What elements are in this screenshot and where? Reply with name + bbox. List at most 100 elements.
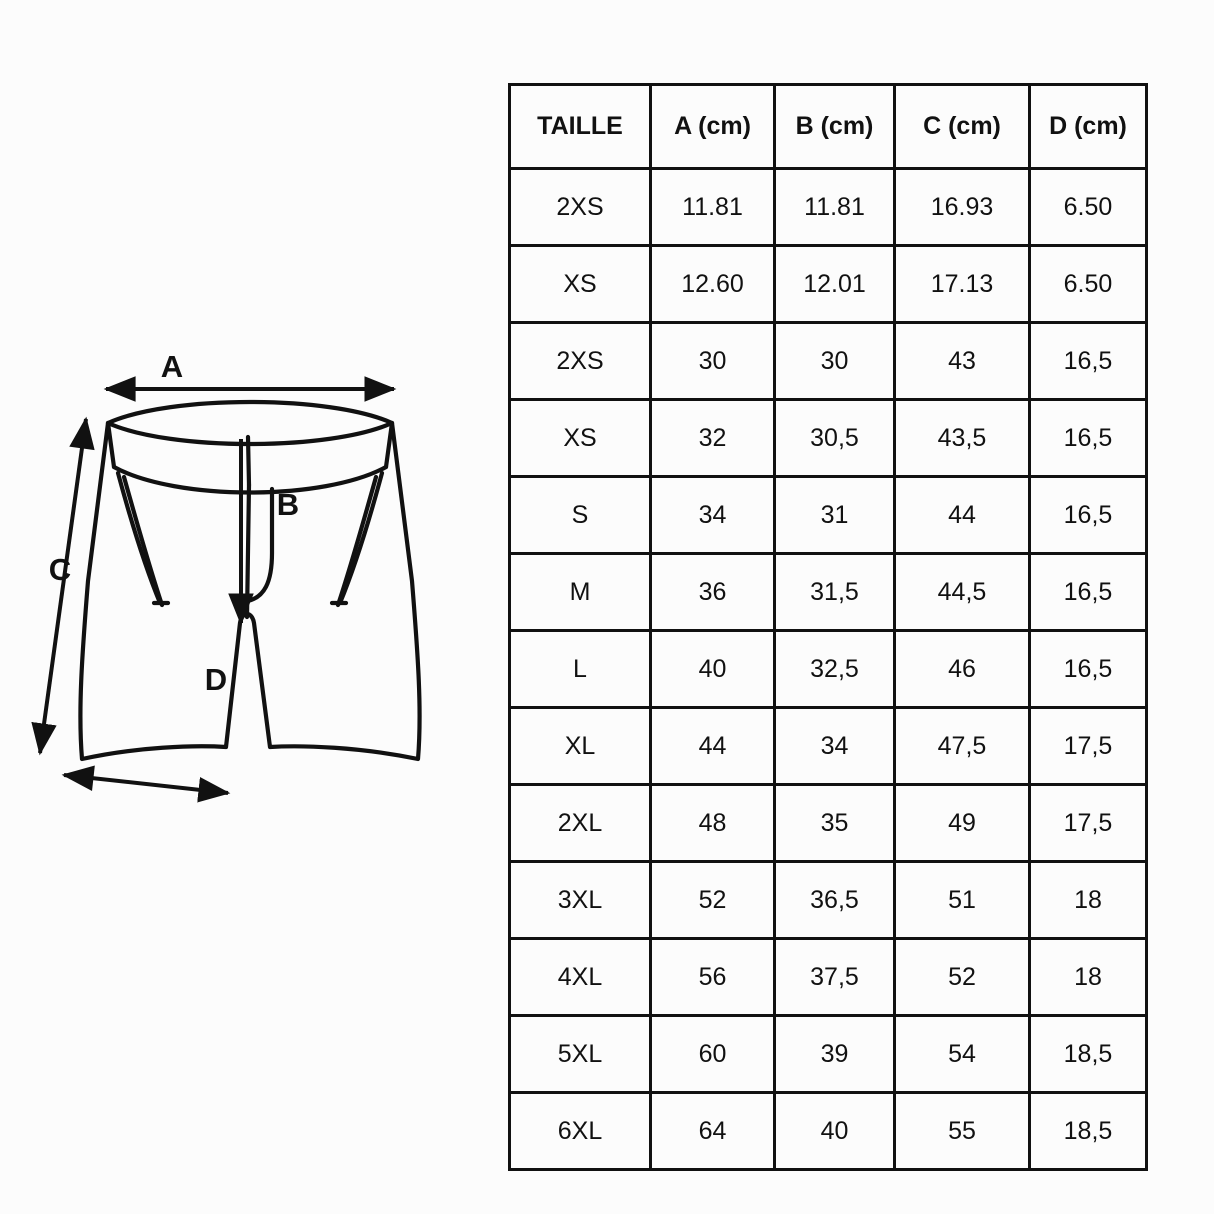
cell-size: M <box>508 552 652 632</box>
cell-size: 4XL <box>508 937 652 1017</box>
cell-d: 18 <box>1028 937 1148 1017</box>
cell-a: 12.60 <box>649 244 776 324</box>
fly-stitch-curve <box>245 486 275 604</box>
cell-d: 18,5 <box>1028 1014 1148 1094</box>
size-table-body: 2XS 11.81 11.81 16.93 6.50 XS 12.60 12.01 17.13 6… <box>508 167 1148 1171</box>
cell-size: S <box>508 475 652 555</box>
cell-d: 16,5 <box>1028 475 1148 555</box>
cell-c: 55 <box>893 1091 1031 1171</box>
size-table: TAILLE A (cm) B (cm) C (cm) D (cm) 2XS 11… <box>508 83 1148 1171</box>
table-row: XS 12.60 12.01 17.13 6.50 <box>508 244 1148 324</box>
cell-a: 40 <box>649 629 776 709</box>
cell-size: XS <box>508 398 652 478</box>
cell-size: XL <box>508 706 652 786</box>
garment-diagram: A B C D <box>20 355 480 815</box>
table-row: M 36 31,5 44,5 16,5 <box>508 552 1148 632</box>
cell-d: 18 <box>1028 860 1148 940</box>
shorts-technical-drawing: A B C D <box>31 355 422 803</box>
shorts-outline <box>78 399 422 762</box>
leg-opening-arrow <box>61 765 231 803</box>
table-header-row: TAILLE A (cm) B (cm) C (cm) D (cm) <box>508 83 1148 170</box>
cell-size: 5XL <box>508 1014 652 1094</box>
pocket-seam-left-inner <box>121 474 165 608</box>
cell-c: 44,5 <box>893 552 1031 632</box>
cell-d: 18,5 <box>1028 1091 1148 1171</box>
cell-c: 43,5 <box>893 398 1031 478</box>
table-row: XL 44 34 47,5 17,5 <box>508 706 1148 786</box>
table-row: 6XL 64 40 55 18,5 <box>508 1091 1148 1171</box>
cell-c: 17.13 <box>893 244 1031 324</box>
measure-label-b: B <box>277 487 299 522</box>
cell-b: 36,5 <box>773 860 896 940</box>
table-row: 2XS 11.81 11.81 16.93 6.50 <box>508 167 1148 247</box>
cell-c: 43 <box>893 321 1031 401</box>
cell-a: 32 <box>649 398 776 478</box>
waistband-left-edge <box>105 420 117 470</box>
column-header-b: B (cm) <box>773 83 896 170</box>
cell-b: 11.81 <box>773 167 896 247</box>
cell-a: 30 <box>649 321 776 401</box>
center-front-seam-waistband <box>245 434 252 488</box>
cell-a: 44 <box>649 706 776 786</box>
cell-b: 39 <box>773 1014 896 1094</box>
cell-d: 17,5 <box>1028 783 1148 863</box>
cell-a: 60 <box>649 1014 776 1094</box>
size-table-head: TAILLE A (cm) B (cm) C (cm) D (cm) <box>508 83 1148 170</box>
cell-a: 64 <box>649 1091 776 1171</box>
cell-d: 16,5 <box>1028 321 1148 401</box>
cell-c: 16.93 <box>893 167 1031 247</box>
cell-size: 3XL <box>508 860 652 940</box>
cell-b: 30 <box>773 321 896 401</box>
cell-size: 2XL <box>508 783 652 863</box>
table-row: S 34 31 44 16,5 <box>508 475 1148 555</box>
cell-c: 46 <box>893 629 1031 709</box>
column-header-a: A (cm) <box>649 83 776 170</box>
table-row: 4XL 56 37,5 52 18 <box>508 937 1148 1017</box>
table-row: 3XL 52 36,5 51 18 <box>508 860 1148 940</box>
cell-a: 52 <box>649 860 776 940</box>
cell-size: 2XS <box>508 167 652 247</box>
center-front-seam <box>244 482 252 620</box>
cell-a: 56 <box>649 937 776 1017</box>
side-length-arrow <box>31 416 95 756</box>
cell-b: 40 <box>773 1091 896 1171</box>
cell-c: 51 <box>893 860 1031 940</box>
cell-c: 49 <box>893 783 1031 863</box>
measure-label-a: A <box>161 355 183 384</box>
cell-a: 11.81 <box>649 167 776 247</box>
cell-d: 16,5 <box>1028 398 1148 478</box>
cell-c: 44 <box>893 475 1031 555</box>
cell-a: 48 <box>649 783 776 863</box>
cell-a: 36 <box>649 552 776 632</box>
cell-b: 30,5 <box>773 398 896 478</box>
cell-size: L <box>508 629 652 709</box>
pocket-seam-right-inner <box>335 474 379 608</box>
cell-b: 31 <box>773 475 896 555</box>
cell-b: 34 <box>773 706 896 786</box>
column-header-taille: TAILLE <box>508 83 652 170</box>
cell-d: 16,5 <box>1028 552 1148 632</box>
cell-size: 6XL <box>508 1091 652 1171</box>
table-row: XS 32 30,5 43,5 16,5 <box>508 398 1148 478</box>
table-row: 2XL 48 35 49 17,5 <box>508 783 1148 863</box>
cell-c: 54 <box>893 1014 1031 1094</box>
cell-b: 31,5 <box>773 552 896 632</box>
column-header-d: D (cm) <box>1028 83 1148 170</box>
cell-d: 17,5 <box>1028 706 1148 786</box>
cell-size: 2XS <box>508 321 652 401</box>
measure-label-d: D <box>205 662 227 697</box>
cell-a: 34 <box>649 475 776 555</box>
column-header-c: C (cm) <box>893 83 1031 170</box>
cell-c: 47,5 <box>893 706 1031 786</box>
table-row: 2XS 30 30 43 16,5 <box>508 321 1148 401</box>
table-row: 5XL 60 39 54 18,5 <box>508 1014 1148 1094</box>
cell-c: 52 <box>893 937 1031 1017</box>
cell-b: 37,5 <box>773 937 896 1017</box>
cell-d: 16,5 <box>1028 629 1148 709</box>
waistband-right-edge <box>383 420 395 470</box>
cell-size: XS <box>508 244 652 324</box>
cell-d: 6.50 <box>1028 244 1148 324</box>
measure-label-c: C <box>49 552 71 587</box>
cell-d: 6.50 <box>1028 167 1148 247</box>
